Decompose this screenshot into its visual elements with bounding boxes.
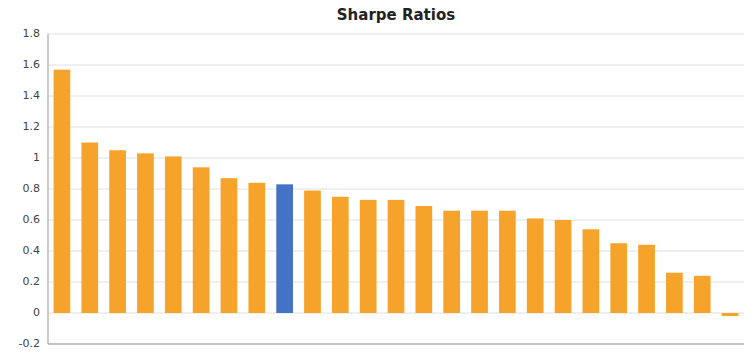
bar — [193, 167, 210, 313]
bar — [471, 211, 488, 313]
bar — [81, 143, 98, 314]
bar — [332, 197, 349, 313]
tick-label: 0.4 — [23, 244, 41, 257]
bar — [722, 313, 739, 316]
tick-label: 0.8 — [23, 182, 41, 195]
bar — [583, 229, 600, 313]
y-axis: -0.2 0 0.2 0.4 0.6 0.8 1 1.2 1.4 1.6 1.8 — [19, 27, 40, 350]
tick-label: 0.2 — [23, 275, 41, 288]
bar — [499, 211, 516, 313]
grid — [48, 34, 744, 344]
bar — [555, 220, 572, 313]
bar — [388, 200, 405, 313]
bar — [360, 200, 377, 313]
tick-label: 1.4 — [23, 89, 41, 102]
bar — [137, 153, 154, 313]
chart: -0.2 0 0.2 0.4 0.6 0.8 1 1.2 1.4 1.6 1.8 Sharpe Rat… — [0, 0, 756, 364]
x-axis-line — [48, 344, 744, 345]
bar — [443, 211, 460, 313]
tick-label: -0.2 — [19, 337, 40, 350]
title: Sharpe Ratios — [337, 6, 455, 24]
bar — [304, 191, 321, 313]
grid-line — [48, 344, 744, 345]
bar — [694, 276, 711, 313]
bar — [276, 184, 293, 313]
bar — [527, 218, 544, 313]
bar — [638, 245, 655, 313]
bar — [221, 178, 238, 313]
bar — [109, 150, 126, 313]
tick-label: 0 — [33, 306, 40, 319]
tick-label: 1 — [33, 151, 40, 164]
tick-label: 0.6 — [23, 213, 41, 226]
tick-label: 1.8 — [23, 27, 41, 40]
tick-label: 1.6 — [23, 58, 41, 71]
grid-line — [48, 65, 744, 66]
grid-line — [48, 34, 744, 35]
bar — [248, 183, 265, 313]
bar — [415, 206, 432, 313]
y-axis-line — [48, 34, 49, 344]
bar — [165, 156, 182, 313]
tick-label: 1.2 — [23, 120, 41, 133]
bar — [666, 273, 683, 313]
bar — [54, 70, 71, 313]
grid-line — [48, 96, 744, 97]
chart-container: -0.2 0 0.2 0.4 0.6 0.8 1 1.2 1.4 1.6 1.8 Sharpe Rat… — [0, 0, 756, 364]
bars — [54, 70, 739, 316]
grid-line — [48, 127, 744, 128]
bar — [610, 243, 627, 313]
